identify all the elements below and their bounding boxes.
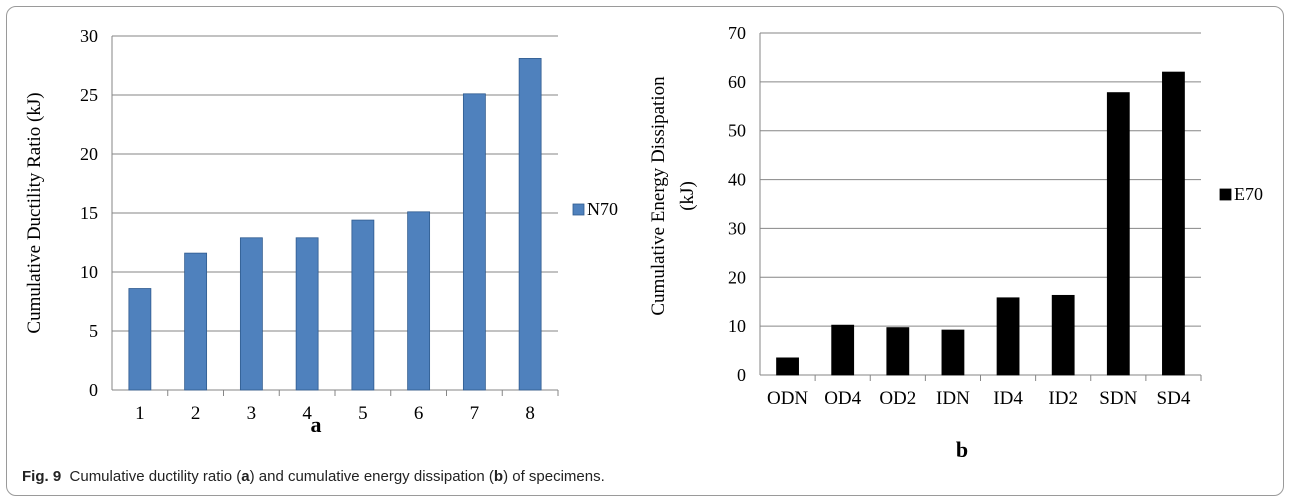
chart-b-legend-label: E70	[1234, 184, 1263, 204]
chart-a-xtick-label: 2	[191, 403, 201, 424]
chart-a-xtick-label: 5	[358, 403, 368, 424]
chart-b-ytick-label: 30	[728, 218, 746, 238]
chart-b-xtick-label: ID4	[993, 388, 1023, 409]
chart-b-xtick-label: SDN	[1099, 388, 1137, 409]
chart-a-xtick-label: 6	[414, 403, 424, 424]
figure-frame	[6, 6, 1284, 496]
chart-b-bar	[1051, 294, 1075, 376]
chart-a-ytick-label: 20	[80, 144, 98, 164]
chart-a-bar	[184, 252, 208, 391]
chart-a-legend-label: N70	[587, 199, 618, 219]
chart-b-xtick-label: SD4	[1157, 388, 1191, 409]
caption-fig-label: Fig. 9	[22, 468, 62, 485]
chart-b-ytick-label: 70	[728, 23, 746, 43]
chart-b-xtick-label: OD4	[824, 388, 861, 409]
figure-caption: Fig. 9 Cumulative ductility ratio (a) an…	[22, 468, 605, 485]
chart-b-panel-label: b	[956, 437, 968, 462]
chart-a-bar	[295, 237, 319, 391]
chart-a-bar	[128, 288, 152, 391]
chart-a-ytick-label: 25	[80, 85, 98, 105]
chart-a-ytick-label: 30	[80, 26, 98, 46]
chart-b-bar	[776, 357, 799, 376]
chart-b-legend-swatch	[1219, 188, 1232, 201]
chart-a-bar	[518, 58, 542, 391]
chart-b-bar	[886, 327, 910, 376]
chart-a-ytick-label: 10	[80, 262, 98, 282]
chart-b-xtick-label: OD2	[879, 388, 916, 409]
chart-a-bar	[351, 219, 375, 391]
chart-a-ytick-label: 0	[89, 380, 98, 400]
chart-b-ylabel-line: Cumulative Energy Dissipation	[648, 76, 669, 316]
chart-b-bar	[1162, 71, 1185, 376]
chart-b-bar	[831, 324, 855, 376]
chart-a-bar	[407, 211, 431, 391]
chart-b-ytick-label: 20	[728, 267, 746, 287]
chart-b-ytick-label: 50	[728, 121, 746, 141]
chart-b-ytick-label: 0	[737, 365, 746, 385]
chart-a-panel-label: a	[311, 412, 322, 437]
chart-b-ylabel-line: (kJ)	[677, 181, 698, 211]
chart-a-ylabel: Cumulative Ductility Ratio (kJ)	[24, 92, 45, 333]
caption-text-1: Cumulative ductility ratio (	[69, 468, 242, 485]
caption-text-2: ) and cumulative energy dissipation (	[249, 468, 494, 485]
chart-b-bar	[941, 329, 965, 376]
chart-b-xtick-label: ODN	[767, 388, 808, 409]
chart-b-bar	[1106, 92, 1130, 376]
chart-b-ytick-label: 10	[728, 316, 746, 336]
chart-b-bar	[996, 297, 1020, 376]
chart-a-bar	[462, 93, 486, 391]
chart-a-ytick-label: 15	[80, 203, 98, 223]
chart-a-xtick-label: 4	[302, 403, 312, 424]
chart-a-bar	[239, 237, 263, 391]
caption-b: b	[493, 468, 504, 485]
chart-b-xtick-label: IDN	[936, 388, 970, 409]
chart-a-xtick-label: 3	[247, 403, 257, 424]
caption-a: a	[241, 468, 250, 485]
chart-b-ytick-label: 60	[728, 72, 746, 92]
chart-a-xtick-label: 1	[135, 403, 145, 424]
chart-a-xtick-label: 7	[470, 403, 480, 424]
chart-a-legend-swatch	[572, 203, 585, 216]
chart-b-xtick-label: ID2	[1048, 388, 1078, 409]
chart-a-xtick-label: 8	[525, 403, 535, 424]
chart-b-ytick-label: 40	[728, 170, 746, 190]
chart-a-ytick-label: 5	[89, 321, 98, 341]
caption-text-3: ) of specimens.	[503, 468, 605, 485]
